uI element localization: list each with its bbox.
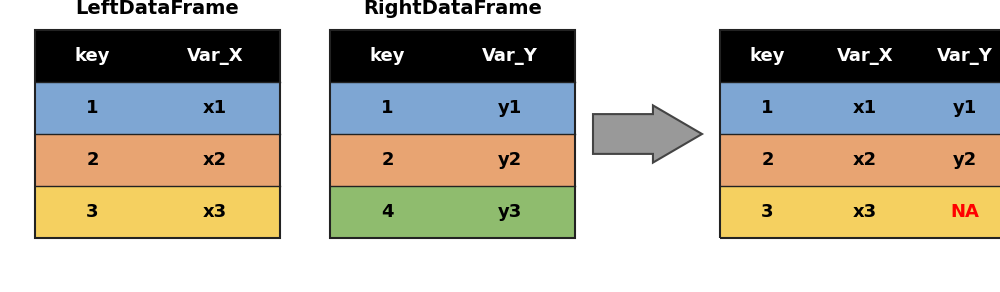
Text: Var_Y: Var_Y — [482, 47, 538, 65]
Text: Var_X: Var_X — [837, 47, 893, 65]
Bar — [330, 30, 575, 238]
Text: y1: y1 — [953, 99, 977, 117]
Bar — [445, 82, 575, 134]
Bar — [445, 30, 575, 82]
Bar — [330, 134, 445, 186]
Bar — [915, 186, 1000, 238]
Bar — [720, 186, 815, 238]
Bar — [720, 82, 815, 134]
Bar — [915, 82, 1000, 134]
Bar — [150, 134, 280, 186]
Bar — [720, 30, 1000, 238]
Bar — [150, 82, 280, 134]
Text: y3: y3 — [498, 203, 522, 221]
Bar — [720, 134, 815, 186]
Text: y2: y2 — [498, 151, 522, 169]
Bar — [150, 186, 280, 238]
Text: LeftDataFrame: LeftDataFrame — [76, 0, 239, 18]
Bar — [915, 134, 1000, 186]
Bar — [35, 186, 150, 238]
Text: x3: x3 — [853, 203, 877, 221]
Text: x2: x2 — [203, 151, 227, 169]
Bar — [330, 30, 445, 82]
Bar — [445, 186, 575, 238]
Bar — [815, 134, 915, 186]
Text: 4: 4 — [381, 203, 394, 221]
Text: 1: 1 — [86, 99, 99, 117]
Text: 3: 3 — [86, 203, 99, 221]
Bar — [35, 30, 150, 82]
Text: key: key — [370, 47, 405, 65]
Text: 2: 2 — [381, 151, 394, 169]
Bar — [330, 82, 445, 134]
Text: key: key — [75, 47, 110, 65]
Bar — [150, 30, 280, 82]
Bar — [35, 82, 150, 134]
Bar — [720, 30, 815, 82]
Bar — [815, 82, 915, 134]
Bar — [445, 134, 575, 186]
Text: x2: x2 — [853, 151, 877, 169]
Text: x1: x1 — [203, 99, 227, 117]
Bar — [35, 134, 150, 186]
Text: 2: 2 — [761, 151, 774, 169]
Polygon shape — [593, 105, 702, 163]
Bar — [815, 30, 915, 82]
Text: RightDataFrame: RightDataFrame — [363, 0, 542, 18]
Text: Var_X: Var_X — [187, 47, 243, 65]
Bar — [35, 30, 280, 238]
Text: 1: 1 — [761, 99, 774, 117]
Text: 2: 2 — [86, 151, 99, 169]
Text: y1: y1 — [498, 99, 522, 117]
Bar — [915, 30, 1000, 82]
Text: y2: y2 — [953, 151, 977, 169]
Text: Var_Y: Var_Y — [937, 47, 993, 65]
Bar — [330, 186, 445, 238]
Text: 3: 3 — [761, 203, 774, 221]
Text: NA: NA — [951, 203, 979, 221]
Bar — [815, 186, 915, 238]
Text: key: key — [750, 47, 785, 65]
Text: x1: x1 — [853, 99, 877, 117]
Text: x3: x3 — [203, 203, 227, 221]
Text: 1: 1 — [381, 99, 394, 117]
